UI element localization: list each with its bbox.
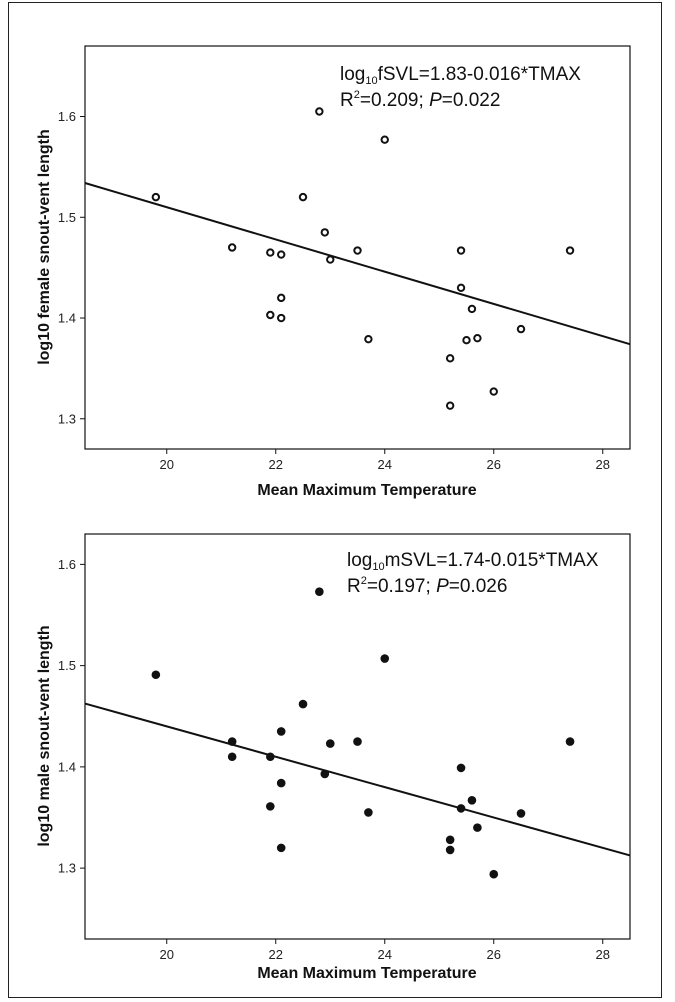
data-point	[467, 795, 477, 805]
data-point	[516, 809, 526, 818]
plot-area-frame	[84, 45, 631, 450]
data-point	[489, 869, 499, 879]
y-axis: 1.3 1.4 1.5 1.6	[58, 557, 85, 876]
x-tick-label: 22	[269, 947, 283, 962]
data-point	[151, 192, 161, 202]
data-point	[276, 727, 286, 736]
y-axis: 1.3 1.4 1.5 1.6	[58, 109, 85, 426]
data-point	[277, 250, 286, 259]
data-point	[364, 808, 373, 817]
data-point	[277, 293, 286, 303]
data-point	[277, 313, 286, 323]
data-point	[445, 835, 455, 845]
data-point	[456, 246, 466, 255]
x-tick-label: 24	[378, 947, 392, 962]
y-tick-label: 1.5	[58, 658, 76, 673]
data-point	[462, 335, 471, 345]
data-point	[353, 737, 362, 746]
data-point	[456, 804, 466, 813]
data-point	[445, 354, 455, 363]
x-tick-label: 20	[160, 947, 174, 962]
y-axis-label: log10 male snout-vent length	[36, 625, 53, 846]
x-tick-label: 22	[269, 457, 283, 472]
y-tick-label: 1.4	[58, 759, 76, 774]
data-point	[445, 845, 455, 855]
y-tick-label: 1.3	[58, 861, 76, 876]
y-tick-label: 1.6	[58, 557, 76, 572]
data-point	[516, 324, 526, 334]
data-point	[456, 763, 466, 773]
regression-line	[84, 182, 631, 346]
regression-equation: log10mSVL=1.74-0.015*TMAX	[347, 550, 599, 573]
data-points	[151, 587, 575, 879]
x-tick-label: 28	[596, 947, 610, 962]
data-point	[227, 752, 237, 762]
male-svl-panel: 20 22 24 26 28 1.3 1.4 1.5 1.6 Mean Maximum Tem…	[36, 533, 631, 982]
x-tick-label: 28	[596, 457, 610, 472]
regression-line	[84, 702, 631, 857]
data-point	[467, 304, 477, 314]
x-tick-label: 26	[487, 457, 501, 472]
data-point	[266, 802, 275, 811]
data-point	[298, 699, 308, 709]
data-point	[151, 670, 161, 680]
x-axis-label: Mean Maximum Temperature	[257, 965, 476, 982]
x-axis: 20 22 24 26 28	[160, 939, 610, 962]
data-point	[227, 243, 237, 252]
data-point	[380, 135, 389, 144]
data-point	[445, 401, 455, 410]
y-tick-label: 1.3	[58, 411, 76, 426]
data-point	[227, 737, 237, 746]
regression-stats: R2=0.209; P=0.022	[340, 89, 500, 111]
x-tick-label: 20	[160, 457, 174, 472]
data-point	[565, 246, 575, 255]
data-point	[276, 843, 286, 853]
x-tick-label: 26	[487, 947, 501, 962]
x-axis-label: Mean Maximum Temperature	[257, 482, 476, 499]
y-tick-label: 1.4	[58, 311, 76, 326]
female-svl-panel: 20 22 24 26 28 1.3 1.4 1.5 1.6 Mean Maximum Tem…	[36, 45, 631, 499]
data-point	[315, 587, 324, 597]
data-point	[320, 228, 329, 237]
data-point	[565, 737, 575, 746]
x-tick-label: 24	[378, 457, 392, 472]
data-point	[489, 387, 498, 396]
data-point	[320, 769, 330, 779]
data-point	[473, 333, 482, 343]
y-axis-label: log10 female snout-vent length	[36, 129, 53, 365]
data-point	[353, 246, 362, 255]
data-points	[151, 107, 575, 410]
data-point	[266, 248, 275, 257]
data-point	[266, 310, 275, 320]
data-point	[473, 823, 482, 832]
data-point	[325, 739, 335, 748]
y-tick-label: 1.5	[58, 210, 76, 225]
data-point	[326, 255, 335, 264]
data-point	[298, 192, 308, 202]
figure-frame	[8, 2, 662, 998]
regression-stats: R2=0.197; P=0.026	[347, 575, 507, 597]
y-tick-label: 1.6	[58, 109, 76, 124]
data-point	[364, 334, 373, 344]
regression-equation: log10fSVL=1.83-0.016*TMAX	[340, 64, 581, 87]
data-point	[456, 283, 466, 292]
data-point	[315, 107, 324, 116]
data-point	[266, 752, 275, 762]
x-axis: 20 22 24 26 28	[160, 449, 610, 472]
data-point	[380, 654, 390, 663]
data-point	[276, 778, 286, 788]
plot-area-frame	[84, 533, 631, 940]
